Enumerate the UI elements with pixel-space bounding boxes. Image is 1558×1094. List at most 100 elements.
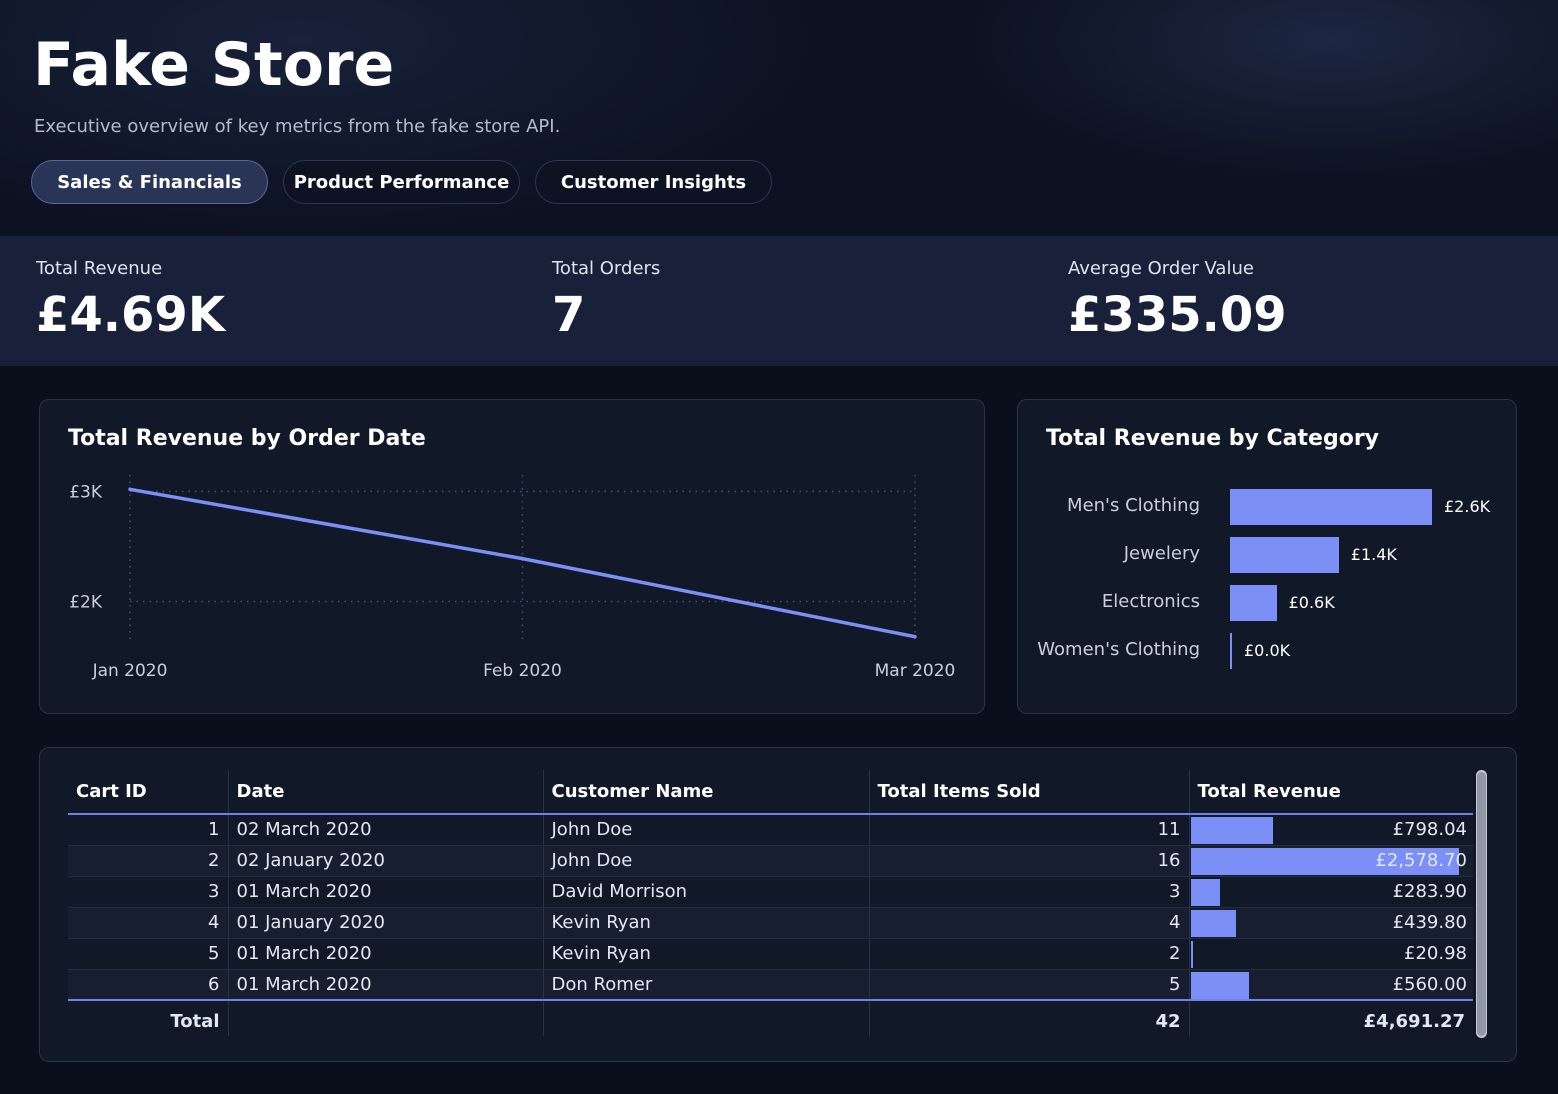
- items-sold-cell: 4: [868, 907, 1189, 939]
- revenue-value: £283.90: [1392, 881, 1467, 902]
- category-label: Jewelery: [1123, 543, 1200, 564]
- y-tick-label: £2K: [69, 593, 103, 613]
- table-row[interactable]: 4 01 January 2020 Kevin Ryan 4 £439.80: [68, 907, 1473, 939]
- data-point: [521, 557, 524, 561]
- date-cell: 01 January 2020: [227, 907, 543, 939]
- column-header-total-items-sold[interactable]: Total Items Sold: [868, 770, 1189, 815]
- total-empty-cell: [542, 999, 869, 1036]
- kpi-value: £335.09: [1068, 287, 1287, 343]
- items-sold-cell: 3: [868, 876, 1189, 908]
- tab-customer-insights[interactable]: Customer Insights: [535, 160, 772, 204]
- revenue-cell: £283.90: [1188, 876, 1473, 908]
- revenue-value: £798.04: [1392, 819, 1467, 841]
- revenue-series-line: [128, 487, 917, 639]
- kpi-label: Average Order Value: [1068, 258, 1254, 279]
- revenue-cell: £439.80: [1188, 907, 1473, 939]
- revenue-cell: £20.98: [1188, 938, 1473, 970]
- cart-id-cell: 5: [68, 938, 228, 970]
- date-cell: 01 March 2020: [227, 938, 543, 970]
- kpi-average-order-value: Average Order Value £335.09: [1068, 258, 1287, 343]
- category-label: Electronics: [1101, 591, 1200, 612]
- header-banner: Fake Store Executive overview of key met…: [0, 0, 1558, 236]
- total-empty-cell: [227, 999, 543, 1036]
- total-revenue: £4,691.27: [1188, 999, 1473, 1036]
- date-cell: 02 March 2020: [227, 814, 543, 846]
- customer-name-cell: David Morrison: [542, 876, 869, 908]
- table-header-row: Cart ID Date Customer Name Total Items S…: [68, 770, 1473, 815]
- column-header-total-revenue[interactable]: Total Revenue: [1188, 770, 1473, 815]
- page-title: Fake Store: [33, 30, 395, 100]
- category-value-label: £0.0K: [1244, 641, 1291, 660]
- cart-id-cell: 2: [68, 845, 228, 877]
- table-row[interactable]: 1 02 March 2020 John Doe 11 £798.04: [68, 814, 1473, 846]
- table-scrollbar-thumb[interactable]: [1477, 772, 1486, 1036]
- total-items: 42: [868, 999, 1189, 1036]
- kpi-total-orders: Total Orders 7: [552, 258, 660, 343]
- revenue-by-category-card: Total Revenue by Category Men's Clothing…: [1017, 399, 1517, 714]
- revenue-value: £439.80: [1392, 912, 1467, 933]
- revenue-value: £2,578.70: [1375, 850, 1467, 871]
- customer-name-cell: John Doe: [542, 845, 869, 877]
- category-bar[interactable]: [1230, 633, 1232, 669]
- cart-id-cell: 3: [68, 876, 228, 908]
- tab-product-performance[interactable]: Product Performance: [283, 160, 520, 204]
- date-cell: 01 March 2020: [227, 969, 543, 1001]
- category-row: Electronics £0.6K: [1018, 585, 1498, 621]
- revenue-value: £20.98: [1404, 943, 1467, 964]
- category-label: Men's Clothing: [1067, 495, 1200, 516]
- tab-sales-financials[interactable]: Sales & Financials: [31, 160, 268, 204]
- revenue-data-bar: [1190, 940, 1193, 968]
- category-value-label: £2.6K: [1444, 497, 1491, 516]
- revenue-cell: £798.04: [1188, 814, 1473, 846]
- revenue-cell: £560.00: [1188, 969, 1473, 1001]
- category-row: Jewelery £1.4K: [1018, 537, 1498, 573]
- date-cell: 02 January 2020: [227, 845, 543, 877]
- kpi-value: £4.69K: [36, 287, 226, 343]
- x-tick-label: Feb 2020: [483, 661, 562, 681]
- revenue-data-bar: [1190, 817, 1274, 844]
- cart-id-cell: 6: [68, 969, 228, 1001]
- revenue-data-bar: [1190, 971, 1249, 999]
- category-bar[interactable]: [1230, 585, 1277, 621]
- revenue-by-date-card: Total Revenue by Order Date £2K £3K Jan 20…: [39, 399, 985, 714]
- revenue-data-bar: [1190, 847, 1459, 875]
- revenue-data-bar: [1190, 909, 1237, 937]
- category-row: Women's Clothing £0.0K: [1018, 633, 1498, 669]
- cart-id-cell: 4: [68, 907, 228, 939]
- chart-title: Total Revenue by Category: [1046, 426, 1380, 451]
- category-bar[interactable]: [1230, 489, 1432, 525]
- chart-title: Total Revenue by Order Date: [68, 426, 426, 451]
- category-bar[interactable]: [1230, 537, 1339, 573]
- kpi-label: Total Revenue: [36, 258, 163, 279]
- column-header-cart-id[interactable]: Cart ID: [68, 770, 228, 815]
- revenue-data-bar: [1190, 878, 1220, 906]
- x-tick-label: Mar 2020: [875, 661, 956, 681]
- column-header-customer-name[interactable]: Customer Name: [542, 770, 869, 815]
- total-label: Total: [68, 999, 228, 1036]
- customer-name-cell: Kevin Ryan: [542, 938, 869, 970]
- category-row: Men's Clothing £2.6K: [1018, 489, 1498, 525]
- kpi-strip: Total Revenue £4.69K Total Orders 7 Aver…: [0, 236, 1558, 366]
- table-total-row: Total 42 £4,691.27: [68, 999, 1473, 1036]
- tab-bar: Sales & Financials Product Performance C…: [31, 160, 772, 204]
- category-value-label: £0.6K: [1288, 593, 1335, 612]
- table-row[interactable]: 6 01 March 2020 Don Romer 5 £560.00: [68, 969, 1473, 1001]
- kpi-label: Total Orders: [552, 258, 661, 279]
- data-point: [128, 487, 132, 491]
- date-cell: 01 March 2020: [227, 876, 543, 908]
- cart-id-cell: 1: [68, 814, 228, 846]
- kpi-total-revenue: Total Revenue £4.69K: [36, 258, 225, 343]
- category-value-label: £1.4K: [1350, 545, 1397, 564]
- items-sold-cell: 5: [868, 969, 1189, 1001]
- y-tick-label: £3K: [69, 483, 103, 503]
- table-row[interactable]: 5 01 March 2020 Kevin Ryan 2 £20.98: [68, 938, 1473, 970]
- customer-name-cell: Don Romer: [542, 969, 869, 1001]
- items-sold-cell: 2: [868, 938, 1189, 970]
- column-header-date[interactable]: Date: [227, 770, 543, 815]
- items-sold-cell: 16: [868, 845, 1189, 877]
- table-row[interactable]: 2 02 January 2020 John Doe 16 £2,578.70: [68, 845, 1473, 877]
- table-row[interactable]: 3 01 March 2020 David Morrison 3 £283.90: [68, 876, 1473, 908]
- data-point: [913, 635, 917, 639]
- customer-name-cell: Kevin Ryan: [542, 907, 869, 939]
- revenue-value: £560.00: [1392, 973, 1467, 995]
